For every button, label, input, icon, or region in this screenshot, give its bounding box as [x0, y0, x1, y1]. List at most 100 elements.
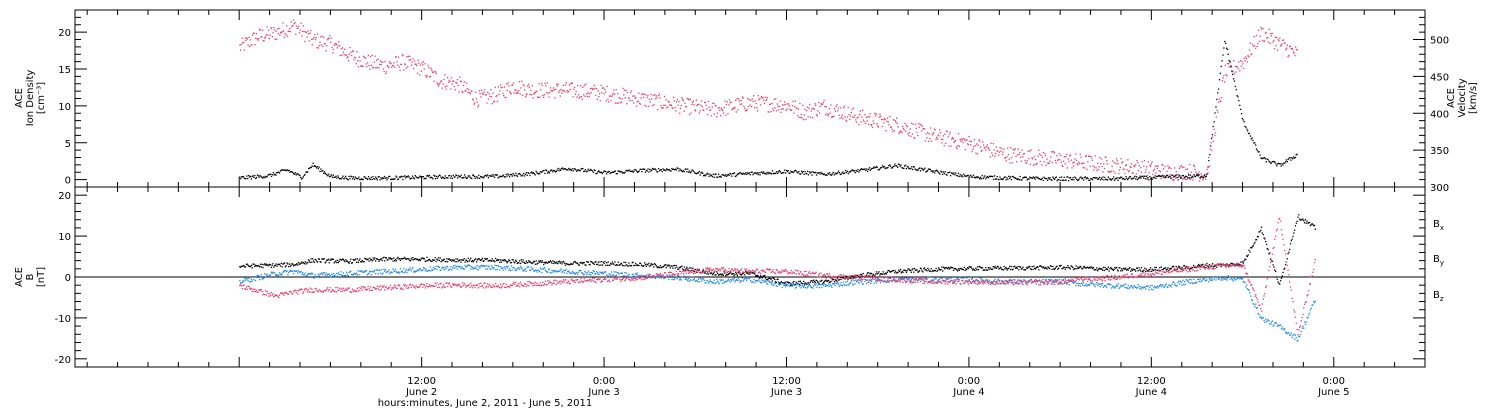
density-series-point — [680, 170, 683, 172]
velocity-series-point — [949, 131, 951, 133]
by-series-point — [768, 280, 770, 282]
velocity-series-point — [1072, 165, 1075, 167]
bx-series-point — [658, 267, 660, 269]
density-series-point — [569, 168, 572, 170]
velocity-series-point — [953, 141, 955, 143]
bx-series-point — [1164, 267, 1167, 269]
density-series-point — [1091, 179, 1094, 181]
velocity-series-point — [406, 56, 408, 58]
density-series-point — [492, 175, 494, 178]
bx-series-point — [621, 264, 623, 266]
velocity-series-point — [1113, 162, 1115, 164]
velocity-series-point — [332, 48, 335, 50]
velocity-series-point — [1180, 164, 1183, 167]
velocity-series-point — [794, 100, 796, 102]
bx-series-point — [490, 259, 492, 262]
by-series-point — [991, 281, 993, 283]
density-series-point — [742, 172, 744, 174]
velocity-series-point — [612, 92, 614, 95]
bx-series-point — [1126, 268, 1129, 270]
density-series-point — [1263, 156, 1266, 159]
by-series-point — [717, 281, 720, 284]
by-series-point — [529, 269, 532, 271]
density-series-point — [967, 174, 969, 176]
density-series-point — [839, 173, 841, 176]
density-series-point — [253, 176, 255, 179]
bx-series-point — [1229, 264, 1231, 266]
by-series-point — [1027, 279, 1029, 282]
by-series-point — [663, 277, 665, 279]
bx-series-point — [728, 273, 730, 275]
velocity-series-point — [366, 62, 369, 64]
density-series-point — [997, 178, 999, 180]
velocity-series-point — [786, 108, 788, 110]
velocity-series-point — [544, 82, 546, 85]
velocity-series-point — [267, 29, 270, 31]
by-series-point — [442, 267, 445, 269]
velocity-series-point — [1141, 161, 1143, 163]
bx-series-point — [620, 263, 622, 265]
velocity-series-point — [541, 84, 543, 86]
by-series-point — [686, 278, 688, 281]
velocity-series-point — [589, 87, 592, 90]
velocity-series-point — [896, 117, 898, 119]
density-series-point — [1236, 95, 1238, 97]
velocity-series-point — [644, 104, 646, 107]
by-series-point — [784, 284, 786, 286]
by-series-point — [425, 268, 427, 270]
by-series-point — [996, 282, 999, 284]
velocity-series-point — [240, 43, 242, 46]
density-series-point — [982, 177, 984, 180]
density-series-point — [533, 173, 535, 175]
velocity-series-point — [416, 64, 418, 67]
by-series-point — [270, 271, 272, 273]
bx-series-point — [280, 262, 282, 264]
bx-series-point — [826, 280, 828, 282]
by-series-point — [423, 267, 426, 270]
velocity-series-point — [711, 106, 713, 108]
velocity-series-point — [245, 39, 247, 42]
bx-series-point — [761, 277, 763, 279]
by-series-point — [306, 275, 308, 277]
by-series-point — [418, 269, 420, 272]
bx-series-point — [776, 278, 778, 281]
bx-series-point — [1141, 270, 1143, 272]
velocity-series-point — [1264, 32, 1267, 34]
bx-series-point — [928, 270, 931, 272]
density-series-point — [1178, 176, 1180, 178]
bx-series-point — [553, 262, 555, 265]
density-series-point — [874, 166, 877, 169]
bx-series-point — [702, 269, 705, 271]
density-series-point — [1093, 177, 1095, 179]
by-series-point — [571, 272, 573, 274]
velocity-series-point — [615, 88, 617, 91]
density-series-point — [316, 166, 319, 168]
by-series-point — [514, 268, 516, 270]
by-series-point — [493, 267, 495, 269]
by-series-point — [729, 281, 731, 283]
density-series-point — [489, 175, 491, 177]
density-series-point — [728, 174, 730, 176]
velocity-series-point — [421, 62, 423, 64]
density-series-point — [912, 168, 914, 171]
bx-series-point — [461, 259, 464, 261]
velocity-series-point — [264, 37, 266, 39]
bx-series-point — [521, 261, 523, 263]
velocity-series-point — [413, 67, 415, 70]
velocity-series-point — [1097, 168, 1100, 171]
velocity-series-point — [571, 82, 573, 84]
density-series-point — [611, 171, 613, 173]
by-series-point — [806, 287, 808, 289]
velocity-series-point — [1027, 150, 1029, 152]
bx-series-point — [660, 267, 662, 269]
velocity-series-point — [646, 96, 648, 99]
by-series-point — [781, 286, 783, 289]
by-series-point — [404, 272, 406, 274]
density-series-point — [827, 172, 829, 174]
density-series-point — [427, 174, 429, 177]
bx-series-point — [1080, 266, 1082, 268]
by-series-point — [721, 282, 724, 284]
velocity-series-point — [365, 63, 367, 65]
by-series-point — [843, 283, 845, 286]
velocity-series-point — [1018, 153, 1020, 155]
